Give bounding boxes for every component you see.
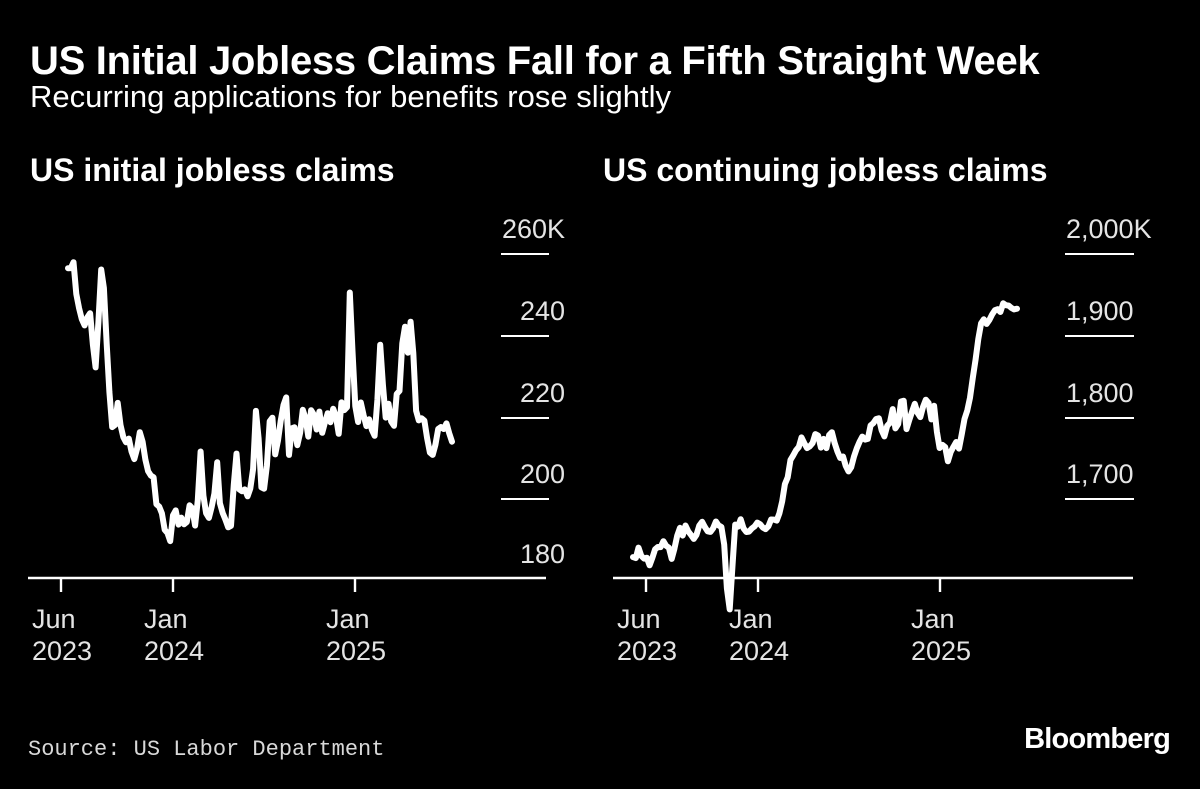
- svg-text:2025: 2025: [326, 636, 386, 666]
- svg-text:Jun: Jun: [32, 604, 76, 634]
- svg-text:2,000K: 2,000K: [1066, 214, 1152, 244]
- svg-text:2025: 2025: [911, 636, 971, 666]
- svg-text:Jun: Jun: [617, 604, 661, 634]
- svg-text:240: 240: [520, 296, 565, 326]
- svg-text:Jan: Jan: [911, 604, 955, 634]
- svg-text:260K: 260K: [502, 214, 565, 244]
- svg-text:220: 220: [520, 378, 565, 408]
- svg-text:2024: 2024: [144, 636, 204, 666]
- svg-text:Jan: Jan: [326, 604, 370, 634]
- svg-text:1,900: 1,900: [1066, 296, 1134, 326]
- svg-text:2024: 2024: [729, 636, 789, 666]
- svg-text:Jan: Jan: [144, 604, 188, 634]
- svg-text:Jan: Jan: [729, 604, 773, 634]
- svg-text:200: 200: [520, 459, 565, 489]
- svg-text:180: 180: [520, 539, 565, 569]
- svg-text:1,800: 1,800: [1066, 378, 1134, 408]
- svg-text:2023: 2023: [32, 636, 92, 666]
- svg-text:2023: 2023: [617, 636, 677, 666]
- svg-text:1,700: 1,700: [1066, 459, 1134, 489]
